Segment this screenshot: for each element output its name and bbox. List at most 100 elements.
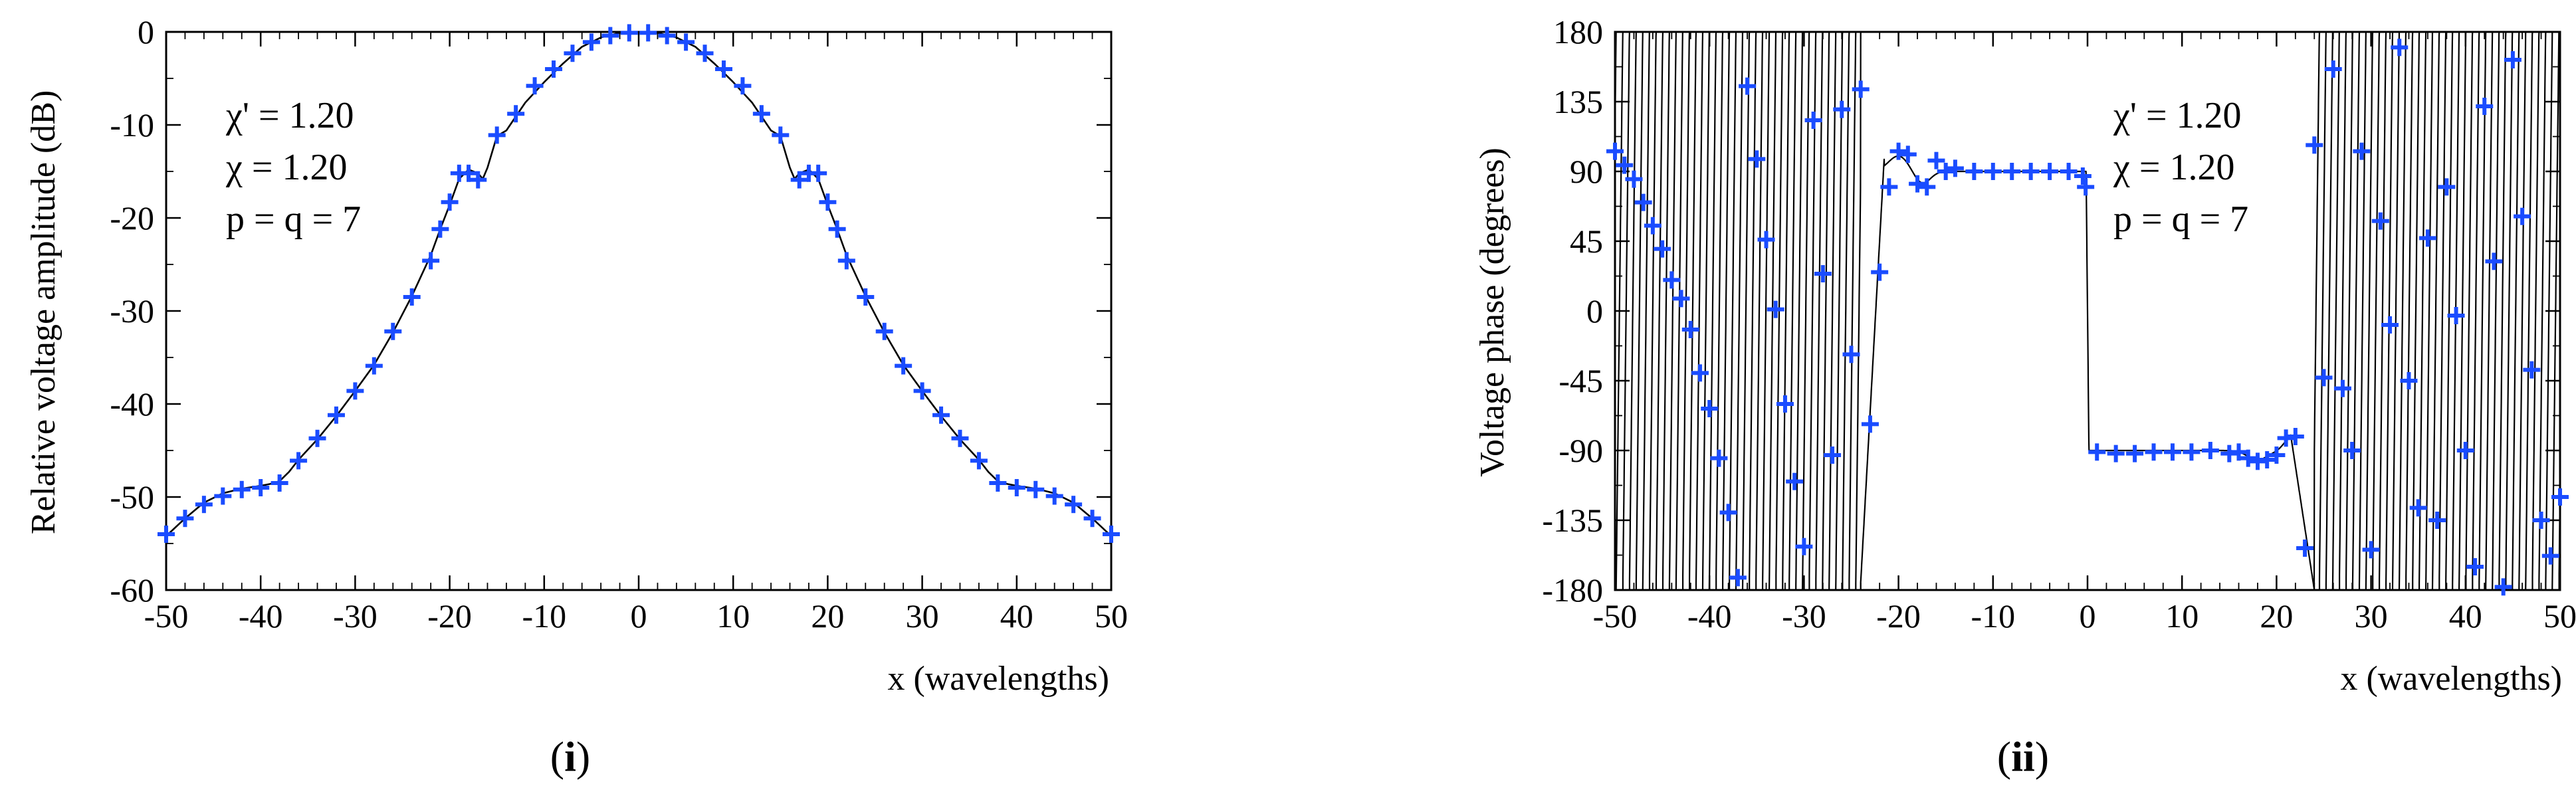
phase-sample-marker xyxy=(1804,112,1822,129)
amplitude-y-tick-label: -20 xyxy=(110,199,154,237)
phase-sample-marker xyxy=(1909,175,1927,193)
amplitude-annotation-chi-prime: χ' = 1.20 xyxy=(225,95,354,136)
phase-sample-marker xyxy=(1644,217,1662,235)
amplitude-sample-marker xyxy=(639,24,657,42)
amplitude-sample-marker xyxy=(601,27,619,45)
phase-marker-layer xyxy=(1606,39,2569,596)
phase-sample-marker xyxy=(1767,300,1784,318)
phase-sample-marker xyxy=(2183,443,2200,461)
phase-sample-marker xyxy=(2494,578,2512,596)
phase-sample-marker xyxy=(2077,178,2095,196)
phase-x-tick-label: 10 xyxy=(2165,597,2199,635)
phase-sample-marker xyxy=(1861,415,1879,433)
amplitude-sample-marker xyxy=(772,126,790,144)
amplitude-x-tick-label: 50 xyxy=(1095,597,1128,635)
amplitude-annotation-pq: p = q = 7 xyxy=(226,199,361,240)
phase-x-axis-title: x (wavelengths) xyxy=(2340,660,2562,698)
phase-sample-marker xyxy=(2428,512,2446,529)
amplitude-sample-marker xyxy=(809,164,827,182)
amplitude-sample-marker xyxy=(1083,510,1101,528)
phase-sample-marker xyxy=(2060,163,2078,180)
phase-sample-marker xyxy=(1984,163,2002,180)
phase-sample-marker xyxy=(1634,193,1652,211)
phase-sample-marker xyxy=(2296,540,2314,557)
amplitude-sample-marker xyxy=(290,452,308,470)
amplitude-sample-marker xyxy=(431,220,449,238)
amplitude-sample-marker xyxy=(819,193,837,211)
amplitude-sample-marker xyxy=(270,474,288,492)
amplitude-sample-marker xyxy=(488,126,506,144)
amplitude-sample-marker xyxy=(158,526,175,543)
phase-sample-marker xyxy=(1824,446,1842,464)
phase-sample-marker xyxy=(2391,39,2409,56)
phase-sample-marker xyxy=(2523,361,2541,379)
amplitude-x-tick-label: 20 xyxy=(811,597,844,635)
amplitude-y-tick-label: -10 xyxy=(110,106,154,144)
phase-x-tick-label: -10 xyxy=(1971,597,2015,635)
amplitude-y-tick-label: -40 xyxy=(110,385,154,423)
phase-y-tick-label: -135 xyxy=(1542,502,1603,539)
phase-sample-marker xyxy=(1729,569,1747,587)
phase-sample-marker xyxy=(2400,372,2418,389)
amplitude-sample-marker xyxy=(895,357,912,375)
amplitude-sample-marker xyxy=(176,510,194,528)
amplitude-sample-marker xyxy=(384,322,402,340)
phase-annotation-chi: χ = 1.20 xyxy=(2113,147,2234,188)
phase-sample-marker xyxy=(2438,178,2456,196)
phase-sample-marker xyxy=(2306,136,2323,154)
amplitude-sample-marker xyxy=(752,105,770,123)
phase-sample-marker xyxy=(2041,163,2059,180)
phase-sample-marker xyxy=(2268,446,2286,464)
phase-y-tick-label: 0 xyxy=(1586,292,1603,330)
amplitude-marker-layer xyxy=(158,24,1120,543)
amplitude-sample-marker xyxy=(620,24,638,42)
amplitude-x-tick-label: -40 xyxy=(239,597,283,635)
amplitude-sample-marker xyxy=(526,77,544,95)
phase-sample-marker xyxy=(1625,170,1643,188)
amplitude-sample-marker xyxy=(1008,479,1025,496)
phase-axis-ticks: -50 -40 -30 -20 -10 0 10 20 30 40 50 180 135 90 45 0 -45… xyxy=(1542,13,2576,635)
amplitude-sample-marker xyxy=(951,429,969,447)
amplitude-sample-marker xyxy=(790,171,808,189)
phase-annotation-chi-prime: χ' = 1.20 xyxy=(2113,95,2242,136)
phase-sample-marker xyxy=(2163,443,2181,461)
amplitude-y-tick-label: -60 xyxy=(110,571,154,609)
phase-sample-marker xyxy=(2088,443,2106,461)
amplitude-x-tick-label: 30 xyxy=(906,597,939,635)
phase-sample-marker xyxy=(1814,265,1832,282)
amplitude-sample-marker xyxy=(970,452,988,470)
amplitude-y-tick-label: 0 xyxy=(138,13,154,50)
phase-x-tick-label: 20 xyxy=(2260,597,2293,635)
amplitude-sample-marker xyxy=(545,60,563,78)
amplitude-x-tick-label: -10 xyxy=(522,597,566,635)
amplitude-axis-ticks: -50 -40 -30 -20 -10 0 10 20 30 40 50 0 -10 -20 -30 -40 -… xyxy=(110,13,1128,635)
phase-sample-marker xyxy=(1616,156,1634,174)
amplitude-sample-marker xyxy=(1045,487,1063,505)
amplitude-curve-layer xyxy=(165,31,1112,537)
phase-sample-marker xyxy=(2074,167,2092,185)
amplitude-sample-marker xyxy=(233,480,251,498)
phase-sample-marker xyxy=(2003,163,2021,180)
amplitude-y-axis-title: Relative voltage amplitude (dB) xyxy=(25,90,62,535)
phase-sample-marker xyxy=(2532,512,2550,529)
phase-x-tick-label: 40 xyxy=(2449,597,2482,635)
phase-sample-marker xyxy=(2230,443,2248,461)
phase-sample-marker xyxy=(1937,163,1955,180)
phase-sample-marker xyxy=(2476,98,2494,115)
phase-sample-marker xyxy=(2485,252,2503,270)
phase-sample-marker xyxy=(1852,80,1870,98)
phase-sample-marker xyxy=(2541,547,2559,565)
phase-y-tick-label: -180 xyxy=(1542,571,1603,609)
phase-sample-marker xyxy=(1663,271,1681,289)
amplitude-sample-marker xyxy=(696,45,714,62)
amplitude-caption: (i) xyxy=(550,733,590,780)
amplitude-x-tick-label: 10 xyxy=(716,597,750,635)
amplitude-sample-marker xyxy=(195,496,213,514)
phase-sample-marker xyxy=(1918,178,1936,196)
phase-sample-marker xyxy=(1927,151,1945,169)
phase-y-tick-label: 45 xyxy=(1570,223,1603,260)
phase-caption: (ii) xyxy=(1997,733,2049,780)
phase-sample-marker xyxy=(1719,504,1737,522)
phase-sample-marker xyxy=(1691,364,1709,382)
